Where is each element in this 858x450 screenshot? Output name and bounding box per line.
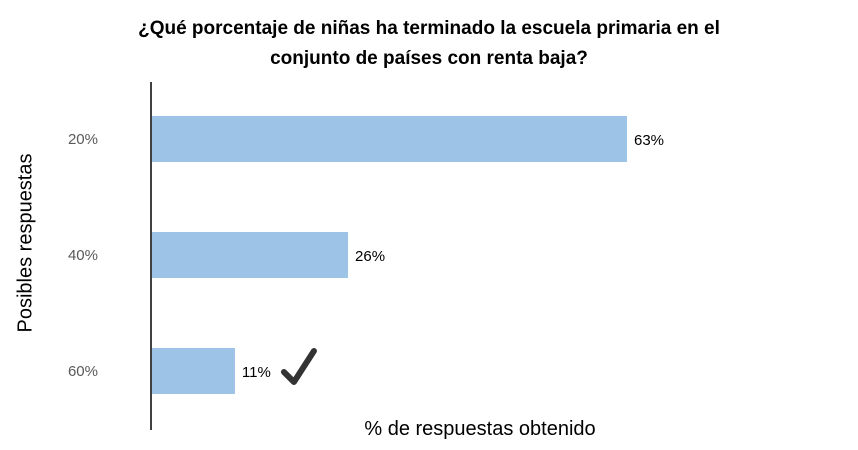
bar-20pct [152,116,627,162]
chart-title-line-2: conjunto de países con renta baja? [270,48,588,69]
bar-40pct [152,232,349,278]
chart-title-line-1: ¿Qué porcentaje de niñas ha terminado la… [138,18,720,39]
y-tick-label: 40% [68,247,98,264]
data-label: 63% [634,132,664,149]
data-label: 26% [355,248,385,265]
checkmark-icon [280,348,317,385]
y-tick-label: 20% [68,131,98,148]
data-label: 11% [242,364,271,381]
y-tick-label: 60% [68,363,98,380]
bar-60pct [152,348,235,394]
x-axis-label: % de respuestas obtenido [364,418,596,440]
